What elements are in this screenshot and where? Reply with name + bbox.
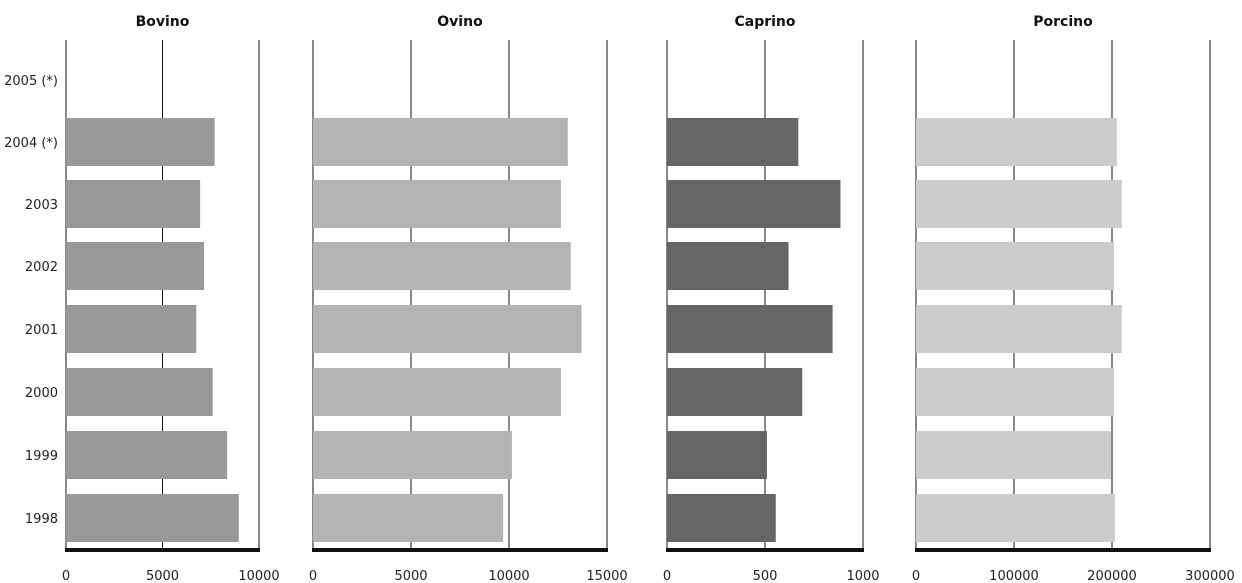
bar-2000 [916,368,1114,416]
y-category-label: 2001 [25,323,58,338]
bar-2000 [667,368,803,416]
bar-1998 [313,494,504,542]
bar-2003 [313,180,561,228]
chart-title: Ovino [437,14,483,30]
bar-2002 [667,242,789,290]
bar-2002 [916,242,1114,290]
x-tick-label: 5000 [394,569,427,583]
x-tick-label: 0 [912,569,920,583]
panel-ovino: Ovino 0 5000 10000 15000 [309,14,628,583]
bar-1998 [916,494,1115,542]
chart-title: Porcino [1033,14,1093,30]
bar-1998 [667,494,776,542]
bar-1999 [667,431,767,479]
bar-2001 [916,305,1122,353]
bar-2001 [667,305,833,353]
y-category-label: 2002 [25,260,58,275]
x-tick-label: 100000 [989,569,1039,583]
x-tick-label: 0 [62,569,70,583]
x-tick-label: 1000 [846,569,879,583]
bar-2002 [313,242,571,290]
bar-1998 [66,494,239,542]
bar-2003 [916,180,1122,228]
x-tick-label: 300000 [1185,569,1235,583]
y-category-label: 2003 [25,198,58,213]
y-category-label: 1999 [25,449,58,464]
bar-2004 [667,118,799,166]
bar-2004 [916,118,1117,166]
bar-2004 [66,118,215,166]
chart-title: Bovino [136,14,190,30]
x-tick-label: 500 [753,569,778,583]
x-tick-label: 0 [309,569,317,583]
x-tick-label: 10000 [488,569,529,583]
x-tick-label: 0 [663,569,671,583]
bar-1999 [916,431,1112,479]
panel-porcino: Porcino 0 100000 200000 300000 [912,14,1235,583]
bar-2001 [66,305,197,353]
panel-bovino: Bovino 0 5000 10000 2005 (*) 2004 (*) 2003 2002… [4,14,280,583]
bar-1999 [313,431,512,479]
x-tick-label: 15000 [586,569,627,583]
bar-1999 [66,431,228,479]
y-category-label: 1998 [25,512,58,527]
x-tick-label: 5000 [146,569,179,583]
bar-2004 [313,118,568,166]
y-category-label: 2004 (*) [4,136,58,151]
bar-2002 [66,242,204,290]
chart-title: Caprino [734,14,795,30]
x-tick-label: 200000 [1087,569,1137,583]
y-category-label: 2005 (*) [4,74,58,89]
bar-2001 [313,305,582,353]
bar-2000 [66,368,213,416]
y-category-label: 2000 [25,386,58,401]
bar-2003 [66,180,201,228]
bar-2000 [313,368,561,416]
bar-2003 [667,180,841,228]
panel-caprino: Caprino 0 500 1000 [663,14,880,583]
x-tick-label: 10000 [238,569,279,583]
